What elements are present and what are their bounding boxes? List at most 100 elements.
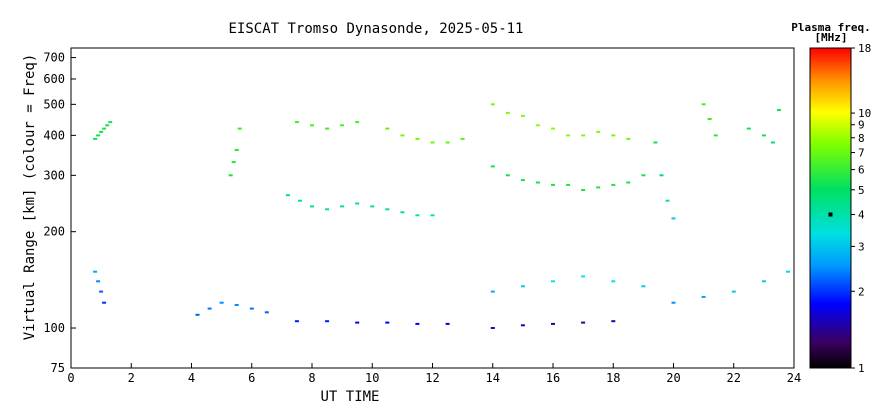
data-point <box>671 301 676 304</box>
data-point <box>310 124 314 127</box>
data-point <box>701 103 706 106</box>
data-point <box>701 296 706 298</box>
x-tick-label: 20 <box>666 371 680 385</box>
data-point <box>641 285 646 288</box>
data-point <box>581 134 586 137</box>
data-point <box>228 174 233 177</box>
data-point <box>611 320 616 323</box>
data-point <box>219 301 224 304</box>
data-point <box>551 183 555 186</box>
data-point <box>96 134 101 137</box>
data-point <box>520 179 525 182</box>
colorbar-title: Plasma freq. <box>791 21 870 34</box>
data-point <box>102 301 107 304</box>
data-point <box>596 186 601 189</box>
data-point <box>415 322 420 325</box>
colorbar-tick-label: 1 <box>858 362 865 375</box>
data-point <box>96 280 101 283</box>
data-point <box>566 183 571 186</box>
data-point <box>581 321 586 324</box>
data-point <box>786 270 790 273</box>
data-point <box>415 214 420 217</box>
data-point <box>310 205 314 208</box>
data-point <box>551 280 555 283</box>
data-point <box>294 121 299 124</box>
x-tick-label: 14 <box>486 371 500 385</box>
data-point <box>653 141 658 144</box>
data-point <box>385 321 390 324</box>
x-tick-label: 4 <box>188 371 195 385</box>
data-point <box>551 127 555 130</box>
data-point <box>108 121 113 124</box>
data-point <box>370 205 375 208</box>
x-tick-label: 10 <box>365 371 379 385</box>
data-point <box>761 134 766 137</box>
data-point <box>355 202 360 205</box>
data-point <box>234 149 239 151</box>
x-tick-label: 12 <box>425 371 439 385</box>
x-tick-label: 24 <box>787 371 801 385</box>
data-point <box>707 118 712 120</box>
data-point <box>445 141 450 144</box>
y-tick-label: 400 <box>43 128 65 142</box>
data-point <box>355 321 360 324</box>
y-tick-label: 700 <box>43 51 65 65</box>
colorbar-tick-label: 18 <box>858 42 871 55</box>
data-point <box>746 127 751 130</box>
data-point <box>207 307 212 310</box>
y-tick-label: 75 <box>51 361 65 375</box>
data-point <box>520 114 525 117</box>
colorbar-tick-label: 6 <box>858 164 865 177</box>
data-point <box>340 205 345 208</box>
colorbar-tick-label: 10 <box>858 107 871 120</box>
data-point <box>520 324 525 327</box>
data-point <box>659 174 664 177</box>
data-point <box>430 214 435 217</box>
data-point <box>535 181 540 184</box>
colorbar-tick-label: 5 <box>858 184 865 197</box>
y-ticks: 75 100 200 300 400 500 600 700 <box>43 51 76 375</box>
data-point <box>99 130 104 133</box>
y-tick-label: 200 <box>43 225 65 239</box>
plot-area <box>70 47 795 369</box>
y-tick-label: 100 <box>43 321 65 335</box>
colorbar-tick-label: 2 <box>858 285 865 298</box>
data-point <box>626 181 631 184</box>
x-tick-label: 6 <box>248 371 255 385</box>
data-point <box>490 327 495 329</box>
data-point <box>93 270 98 273</box>
data-point <box>505 111 510 114</box>
data-point <box>520 285 525 288</box>
data-point <box>551 322 555 325</box>
data-point <box>770 141 775 144</box>
colorbar-tick-label: 9 <box>858 119 865 132</box>
data-point <box>325 208 330 211</box>
data-point <box>325 320 330 323</box>
y-tick-label: 500 <box>43 97 65 111</box>
data-point <box>581 275 586 278</box>
x-tick-label: 0 <box>67 371 74 385</box>
data-point <box>234 304 239 306</box>
data-point <box>641 174 646 177</box>
data-point <box>400 211 405 214</box>
data-point <box>460 137 465 140</box>
data-point <box>535 124 540 127</box>
data-point <box>195 313 200 316</box>
data-point <box>285 194 290 197</box>
x-tick-label: 18 <box>606 371 620 385</box>
data-point <box>596 130 601 133</box>
data-point <box>566 134 571 137</box>
data-point <box>611 134 616 137</box>
colorbar-marker <box>828 212 833 217</box>
y-axis-label: Virtual Range [km] (colour = Freq) <box>22 54 38 341</box>
data-point <box>761 280 766 283</box>
x-tick-label: 22 <box>727 371 741 385</box>
data-point <box>105 124 110 127</box>
data-point <box>249 307 254 310</box>
data-point <box>776 109 781 111</box>
data-point <box>385 127 390 130</box>
data-point <box>490 165 495 168</box>
data-point <box>385 208 390 211</box>
